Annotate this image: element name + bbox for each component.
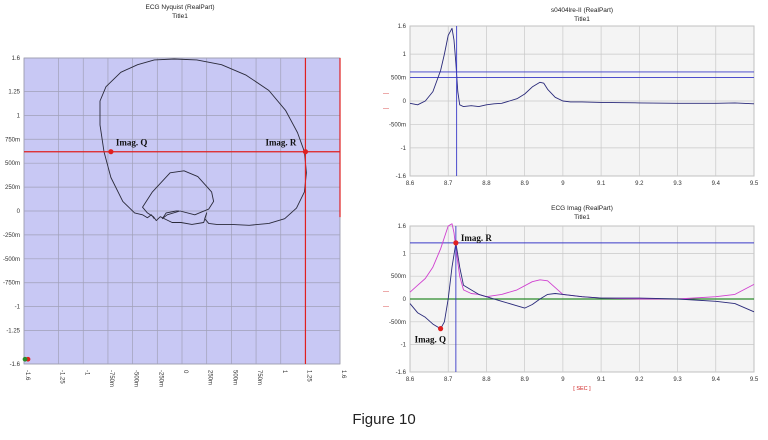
x-tick-label: 9.2 — [635, 181, 644, 187]
x-tick-label: 9.4 — [712, 377, 721, 383]
x-tick-label: 250m — [207, 370, 213, 385]
x-tick-label: 9 — [561, 377, 565, 383]
y-tick-label: -1.6 — [10, 362, 21, 368]
chart-subtitle: Title1 — [574, 16, 590, 23]
y-tick-label: -250m — [3, 233, 20, 239]
y-tick-label: 1.25 — [8, 89, 20, 95]
x-tick-label: 8.8 — [482, 377, 491, 383]
y-tick-label: 0 — [17, 209, 21, 215]
y-tick-label: -500m — [389, 320, 406, 326]
y-axis-label: --- — [383, 304, 389, 310]
series-line-1 — [409, 242, 755, 330]
origin-marker — [22, 356, 28, 362]
chart-title: s0404lre-II (RealPart) — [551, 7, 613, 14]
y-tick-label: 1.6 — [398, 24, 407, 30]
x-tick-label: 9.3 — [673, 377, 682, 383]
chart-subtitle: Title1 — [574, 214, 590, 221]
x-tick-label: 8.7 — [444, 181, 453, 187]
x-tick-label: -250m — [157, 370, 163, 387]
x-tick-label: 9.2 — [635, 377, 644, 383]
x-tick-label: 9.4 — [712, 181, 721, 187]
y-axis-label: --- — [383, 91, 389, 97]
y-tick-label: 500m — [391, 76, 406, 82]
time-chart-top: s0404lre-II (RealPart) Title1 1.6 1 500m 0 -50… — [383, 7, 759, 187]
x-tick-label: 8.9 — [520, 377, 529, 383]
x-tick-label: -1.25 — [59, 370, 65, 384]
y-tick-label: -1 — [401, 343, 407, 349]
y-tick-label: 1 — [403, 251, 407, 257]
x-tick-label: 8.6 — [406, 181, 415, 187]
nyquist-chart: ECG Nyquist (RealPart) Title1 1.6 1.25 1 750m… — [3, 4, 346, 387]
y-tick-label: 500m — [391, 274, 406, 280]
x-tick-label: 9.5 — [750, 377, 759, 383]
x-axis-label: [ SEC ] — [573, 386, 591, 392]
y-tick-label: 1 — [17, 113, 21, 119]
series-line-0 — [99, 58, 307, 226]
x-tick-label: 750m — [256, 370, 262, 385]
figure-caption: Figure 10 — [352, 411, 416, 428]
x-tick-label: 8.7 — [444, 377, 453, 383]
marker-point — [453, 240, 459, 246]
y-tick-label: -1.6 — [396, 370, 407, 376]
y-tick-label: 1.6 — [12, 56, 21, 62]
x-tick-label: -500m — [133, 370, 139, 387]
x-tick-label: 0 — [182, 370, 188, 374]
marker-point — [437, 326, 444, 332]
x-tick-label: -1 — [83, 370, 89, 376]
y-tick-label: 0 — [403, 99, 407, 105]
x-tick-label: 1.6 — [340, 370, 346, 379]
y-tick-label: 500m — [5, 161, 20, 167]
x-tick-label: 8.6 — [406, 377, 415, 383]
y-axis-label: --- — [383, 106, 389, 112]
y-tick-label: -750m — [3, 281, 20, 287]
x-tick-label: 9.3 — [673, 181, 682, 187]
marker-label: Imag. R — [461, 233, 492, 243]
y-tick-label: 0 — [403, 297, 407, 303]
x-tick-label: 1.25 — [305, 370, 311, 382]
y-tick-label: -500m — [3, 257, 20, 263]
marker-label: Imag. R — [265, 138, 296, 148]
x-tick-label: 9 — [561, 181, 565, 187]
marker-label: Imag. Q — [415, 335, 446, 345]
x-tick-label: 9.5 — [750, 181, 759, 187]
y-tick-label: 750m — [5, 137, 20, 143]
x-tick-label: 9.1 — [597, 377, 606, 383]
x-tick-label: 9.1 — [597, 181, 606, 187]
x-tick-label: 8.8 — [482, 181, 491, 187]
marker-point — [302, 149, 309, 155]
series-line-0 — [409, 27, 755, 108]
x-tick-label: 1 — [281, 370, 287, 374]
y-tick-label: -1 — [401, 146, 407, 152]
y-tick-label: -1.25 — [6, 329, 20, 335]
y-tick-label: -1 — [15, 305, 21, 311]
y-tick-label: -500m — [389, 122, 406, 128]
x-tick-label: 500m — [231, 370, 237, 385]
y-tick-label: 1 — [403, 52, 407, 58]
chart-title: ECG Nyquist (RealPart) — [146, 4, 215, 11]
y-tick-label: 250m — [5, 185, 20, 191]
time-chart-bottom: ECG Imag (RealPart) Title1 1.6 1 500m 0 -500m -… — [383, 205, 759, 392]
x-tick-label: -750m — [108, 370, 114, 387]
y-axis-label: --- — [383, 289, 389, 295]
marker-label: Imag. Q — [116, 138, 147, 148]
y-tick-label: -1.6 — [396, 174, 407, 180]
x-tick-label: -1.6 — [24, 370, 30, 381]
marker-point — [108, 149, 114, 155]
chart-subtitle: Title1 — [172, 13, 188, 20]
x-tick-label: 8.9 — [520, 181, 529, 187]
y-tick-label: 1.6 — [398, 224, 407, 230]
chart-title: ECG Imag (RealPart) — [551, 205, 613, 212]
